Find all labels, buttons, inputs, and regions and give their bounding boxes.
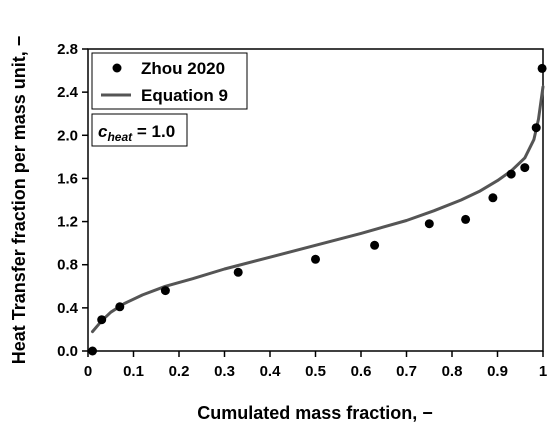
annotation-text: cheat = 1.0 — [98, 122, 175, 144]
x-tick-label: 0.1 — [123, 363, 144, 380]
legend-marker-zhou-2020 — [112, 63, 122, 73]
y-tick-label: 0.4 — [57, 300, 79, 317]
annotation-symbol: c — [98, 122, 108, 141]
data-point-zhou-2020 — [461, 214, 471, 224]
y-tick-label: 2.8 — [57, 41, 78, 58]
annotation-value: = 1.0 — [132, 122, 175, 141]
legend-label-equation-9: Equation 9 — [141, 86, 228, 105]
series-line-equation-9 — [91, 85, 545, 334]
data-point-zhou-2020 — [520, 163, 530, 173]
y-tick-label: 1.2 — [57, 214, 78, 231]
y-axis-ticks: 0.0 0.4 0.8 1.2 1.6 2.0 2.4 2.8 — [57, 41, 88, 360]
x-tick-label: 0.3 — [214, 363, 235, 380]
y-tick-label: 0.8 — [57, 257, 78, 274]
x-tick-label: 0.8 — [442, 363, 463, 380]
x-tick-label: 1 — [539, 363, 547, 380]
x-tick-label: 0.9 — [487, 363, 508, 380]
data-point-zhou-2020 — [370, 240, 380, 250]
data-point-zhou-2020 — [488, 193, 498, 203]
annotation: cheat = 1.0 — [91, 113, 188, 147]
y-tick-label: 1.6 — [57, 170, 78, 187]
x-tick-label: 0.4 — [260, 363, 282, 380]
y-tick-label: 2.0 — [57, 127, 78, 144]
point-layer — [88, 63, 547, 356]
x-tick-label: 0.5 — [305, 363, 326, 380]
data-point-zhou-2020 — [311, 254, 320, 264]
data-point-zhou-2020 — [88, 346, 97, 356]
legend-box — [91, 52, 248, 110]
x-tick-label: 0.6 — [351, 363, 372, 380]
annotation-box — [91, 113, 188, 147]
line-layer — [91, 85, 545, 334]
y-tick-label: 2.4 — [57, 84, 79, 101]
data-point-zhou-2020 — [97, 315, 107, 325]
x-tick-label: 0.2 — [169, 363, 190, 380]
x-tick-label: 0.7 — [396, 363, 417, 380]
data-point-zhou-2020 — [233, 267, 243, 277]
data-point-zhou-2020 — [160, 286, 170, 296]
legend-label-zhou-2020: Zhou 2020 — [141, 59, 225, 78]
y-tick-label: 0.0 — [57, 343, 78, 360]
legend: Zhou 2020 Equation 9 — [91, 52, 248, 110]
x-axis-ticks: 0 0.1 0.2 0.3 0.4 0.5 0.6 0.7 0.8 0.9 1 — [84, 351, 547, 380]
data-point-zhou-2020 — [537, 63, 547, 73]
x-tick-label: 0 — [84, 363, 92, 380]
data-point-zhou-2020 — [424, 219, 434, 229]
y-axis-title: Heat Transfer fraction per mass unit, − — [9, 36, 29, 365]
annotation-subscript: heat — [107, 130, 133, 144]
data-point-zhou-2020 — [531, 123, 541, 133]
data-point-zhou-2020 — [506, 169, 516, 179]
data-point-zhou-2020 — [115, 302, 125, 312]
x-axis-title: Cumulated mass fraction, − — [197, 403, 433, 423]
